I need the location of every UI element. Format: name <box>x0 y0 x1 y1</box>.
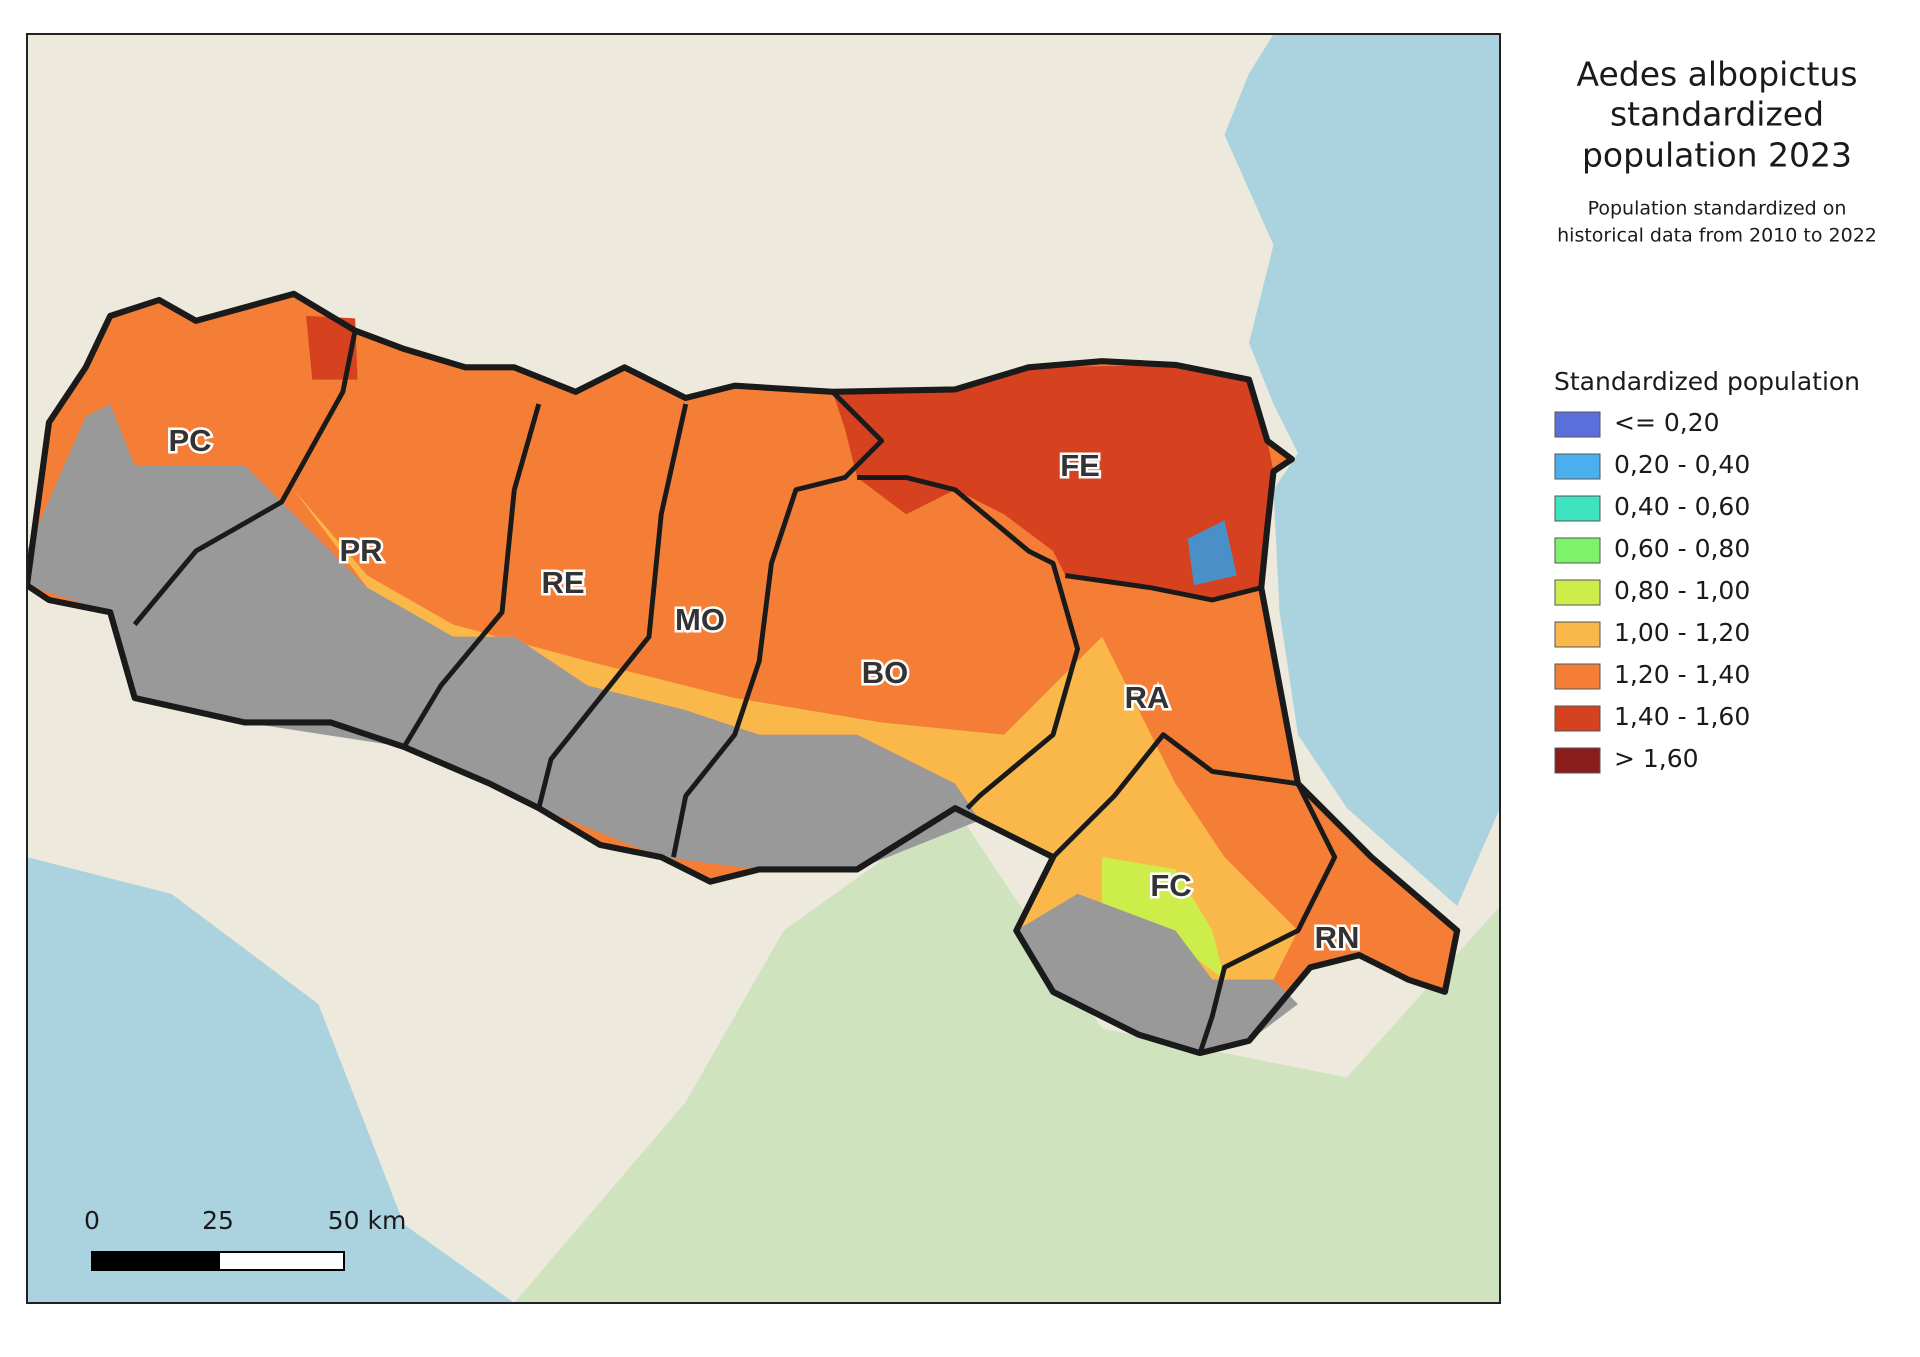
high-area <box>306 315 358 380</box>
legend-label: 0,60 - 0,80 <box>1614 534 1750 563</box>
scale-segment <box>91 1251 220 1271</box>
legend-label: 0,80 - 1,00 <box>1614 576 1750 605</box>
title-block: Aedes albopictus standardized population… <box>1557 55 1877 247</box>
high-area <box>832 364 1274 601</box>
scale-segment <box>218 1251 345 1271</box>
legend-label: 1,40 - 1,60 <box>1614 702 1750 731</box>
lagoon <box>1187 520 1237 586</box>
legend: Standardized population <= 0,20 0,20 - 0,… <box>1554 367 1860 774</box>
sea-east <box>1224 34 1500 907</box>
legend-label: 1,20 - 1,40 <box>1614 660 1750 689</box>
legend-label: 1,00 - 1,20 <box>1614 618 1750 647</box>
no-data-area <box>27 404 980 870</box>
legend-label: 0,40 - 0,60 <box>1614 492 1750 521</box>
sea-west <box>27 857 515 1303</box>
province-label: MO <box>675 602 725 637</box>
province-label: PC <box>168 423 211 458</box>
scale-bar: 0 25 50 km <box>84 1206 407 1271</box>
legend-label: > 1,60 <box>1614 744 1699 773</box>
legend-swatch <box>1554 537 1601 564</box>
title-line: Aedes albopictus <box>1576 55 1857 94</box>
legend-swatch <box>1554 705 1601 732</box>
no-data-area <box>1016 893 1298 1054</box>
legend-swatch <box>1554 621 1601 648</box>
scale-label: 25 <box>202 1206 234 1235</box>
subtitle-line: Population standardized on <box>1588 198 1847 220</box>
province-label: RN <box>1315 920 1360 955</box>
low-band <box>1102 857 1225 980</box>
province-label: FC <box>1150 868 1191 903</box>
map: PC PR RE MO BO FE RA FC RN 0 25 50 km <box>27 34 1500 1303</box>
province-label: BO <box>862 655 909 690</box>
terrain <box>27 808 1500 1303</box>
scale-label: 50 km <box>328 1206 407 1235</box>
province-label: PR <box>339 533 382 568</box>
scale-label: 0 <box>84 1206 100 1235</box>
province-label: FE <box>1060 448 1100 483</box>
title-line: standardized <box>1610 95 1824 134</box>
legend-title: Standardized population <box>1554 367 1860 396</box>
legend-label: 0,20 - 0,40 <box>1614 450 1750 479</box>
province-borders <box>27 290 1461 1057</box>
legend-swatch <box>1554 495 1601 522</box>
map-frame <box>26 33 1501 1304</box>
subtitle-line: historical data from 2010 to 2022 <box>1557 225 1877 247</box>
legend-swatch <box>1554 663 1601 690</box>
title-line: population 2023 <box>1582 136 1852 175</box>
province-labels: PC PR RE MO BO FE RA FC RN <box>166 421 1362 958</box>
legend-swatch <box>1554 579 1601 606</box>
legend-swatch <box>1554 411 1601 438</box>
province-label: RE <box>541 565 584 600</box>
map-layers <box>27 34 1500 1303</box>
province-label: RA <box>1125 680 1170 715</box>
legend-swatch <box>1554 747 1601 774</box>
legend-label: <= 0,20 <box>1614 408 1720 437</box>
legend-swatch <box>1554 453 1601 480</box>
